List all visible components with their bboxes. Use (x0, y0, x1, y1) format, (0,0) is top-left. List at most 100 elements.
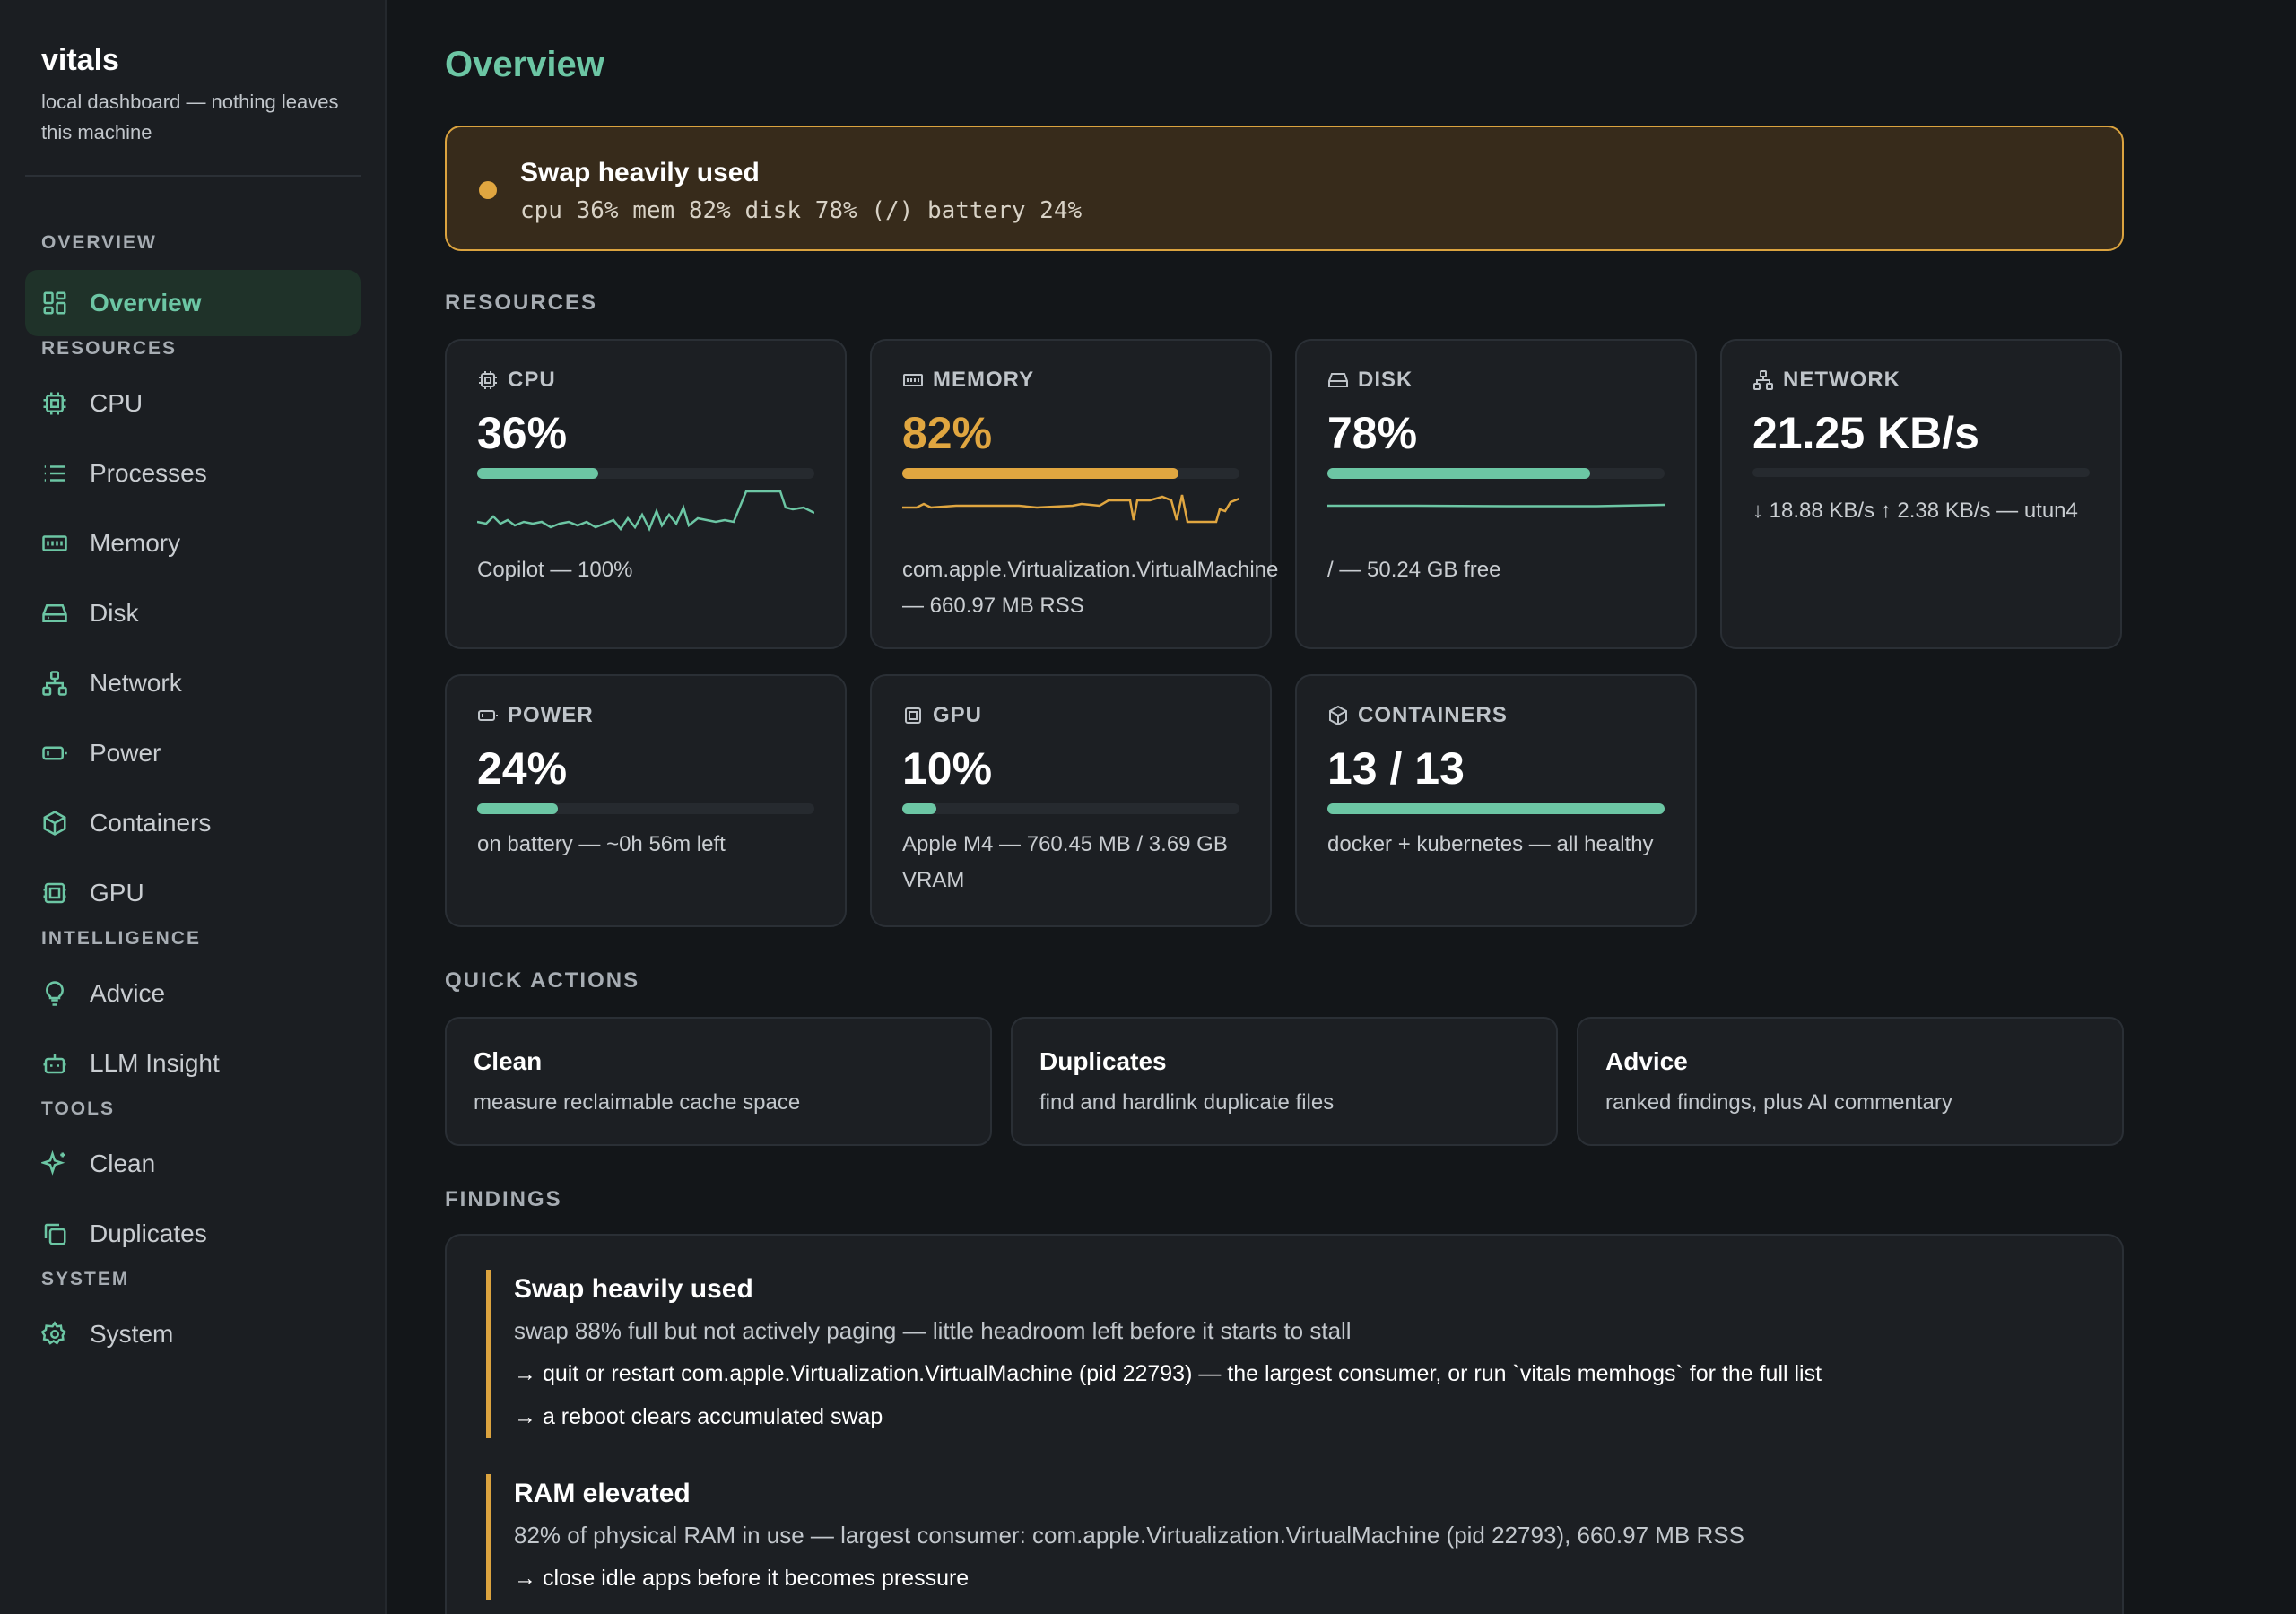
sidebar-item-label: Power (90, 739, 161, 767)
gear-icon (41, 1321, 68, 1348)
cpu-value: 36% (477, 408, 568, 458)
sidebar-item-overview[interactable]: Overview (25, 270, 361, 336)
list-icon (41, 460, 68, 487)
robot-icon (41, 1050, 68, 1077)
quick-action-duplicates[interactable]: Duplicates find and hardlink duplicate f… (1011, 1017, 1558, 1146)
card-header: GPU (902, 703, 982, 728)
power-level-bar (477, 803, 814, 814)
sidebar-item-cpu[interactable]: CPU (25, 370, 361, 437)
sidebar-item-label: LLM Insight (90, 1049, 220, 1077)
sidebar-item-disk[interactable]: Disk (25, 580, 361, 646)
quick-action-title: Advice (1605, 1047, 1688, 1075)
brand-title: vitals (41, 43, 119, 77)
battery-icon (41, 740, 68, 767)
sidebar-section-intelligence: INTELLIGENCE (41, 928, 202, 949)
sidebar-item-advice[interactable]: Advice (25, 960, 361, 1027)
sidebar-item-label: GPU (90, 879, 144, 907)
finding-desc: 82% of physical RAM in use — largest con… (514, 1522, 1744, 1549)
network-icon (1753, 370, 1773, 390)
gpu-card[interactable]: GPU 10% Apple M4 — 760.45 MB / 3.69 GB V… (870, 674, 1272, 927)
box-icon (1329, 705, 1347, 726)
card-title: GPU (933, 703, 983, 727)
alert-summary: cpu 36% mem 82% disk 78% (/) battery 24% (520, 197, 1083, 224)
alert-title: Swap heavily used (520, 158, 760, 187)
warning-dot-icon (479, 181, 497, 199)
sidebar-item-memory[interactable]: Memory (25, 510, 361, 577)
sidebar-item-label: Advice (90, 979, 166, 1007)
sidebar-item-processes[interactable]: Processes (25, 440, 361, 507)
page-title: Overview (445, 45, 604, 84)
sidebar-item-clean[interactable]: Clean (25, 1131, 361, 1197)
finding-action: → a reboot clears accumulated swap (514, 1404, 883, 1429)
power-card[interactable]: POWER 24% on battery — ~0h 56m left (445, 674, 847, 927)
cpu-usage-fill (477, 468, 599, 479)
gpu-value: 10% (902, 743, 993, 794)
finding-item: Swap heavily used swap 88% full but not … (486, 1270, 1822, 1438)
card-header: MEMORY (902, 368, 1034, 393)
brand-tagline: local dashboard — nothing leaves this ma… (41, 91, 339, 143)
sidebar-section-resources: RESOURCES (41, 338, 178, 359)
quick-action-desc: measure reclaimable cache space (474, 1090, 801, 1115)
quick-action-clean[interactable]: Clean measure reclaimable cache space (445, 1017, 992, 1146)
memory-icon (41, 530, 68, 557)
disk-icon (41, 600, 68, 627)
memory-note: com.apple.Virtualization.VirtualMachine … (902, 558, 1279, 618)
containers-value: 13 / 13 (1327, 743, 1465, 794)
card-title: MEMORY (933, 368, 1035, 392)
sidebar-section-system: SYSTEM (41, 1269, 130, 1289)
finding-action: → close idle apps before it becomes pres… (514, 1566, 970, 1591)
sidebar-item-llm-insight[interactable]: LLM Insight (25, 1030, 361, 1097)
disk-note: / — 50.24 GB free (1327, 558, 1501, 582)
quick-action-title: Clean (474, 1047, 543, 1075)
lightbulb-icon (41, 980, 68, 1007)
card-header: CONTAINERS (1327, 703, 1508, 728)
memory-value: 82% (902, 408, 993, 458)
sidebar-section-tools: TOOLS (41, 1098, 115, 1119)
findings-panel: Swap heavily used swap 88% full but not … (445, 1234, 2124, 1614)
section-label-resources: RESOURCES (445, 291, 598, 315)
containers-card[interactable]: CONTAINERS 13 / 13 docker + kubernetes —… (1295, 674, 1697, 927)
card-title: DISK (1358, 368, 1413, 392)
memory-icon (903, 374, 923, 386)
sidebar-item-containers[interactable]: Containers (25, 790, 361, 856)
cpu-icon (41, 390, 68, 417)
network-card[interactable]: NETWORK 21.25 KB/s ↓ 18.88 KB/s ↑ 2.38 K… (1720, 339, 2122, 649)
card-title: CPU (508, 368, 556, 392)
sidebar-item-label: Memory (90, 529, 181, 557)
quick-action-advice[interactable]: Advice ranked findings, plus AI commenta… (1577, 1017, 2124, 1146)
section-label-findings: FINDINGS (445, 1187, 562, 1211)
network-icon (41, 670, 68, 697)
sidebar-item-label: Processes (90, 459, 207, 487)
quick-action-desc: find and hardlink duplicate files (1039, 1090, 1335, 1115)
card-header: CPU (477, 368, 556, 393)
sidebar-item-duplicates[interactable]: Duplicates (25, 1201, 361, 1267)
gpu-usage-fill (902, 803, 936, 814)
gpu-icon (905, 707, 921, 724)
quick-action-title: Duplicates (1039, 1047, 1167, 1075)
network-value: 21.25 KB/s (1752, 408, 1979, 458)
sidebar-item-gpu[interactable]: GPU (25, 860, 361, 926)
sidebar-item-network[interactable]: Network (25, 650, 361, 716)
disk-sparkline (1327, 503, 1665, 508)
card-header: POWER (477, 703, 594, 728)
memory-usage-fill (902, 468, 1179, 479)
memory-card[interactable]: MEMORY 82% com.apple.Virtualization.Virt… (870, 339, 1278, 649)
cpu-sparkline (477, 490, 814, 533)
card-title: POWER (508, 703, 594, 727)
disk-icon (1328, 373, 1348, 387)
finding-title: RAM elevated (514, 1479, 691, 1508)
sidebar-item-power[interactable]: Power (25, 720, 361, 786)
finding-title: Swap heavily used (514, 1274, 753, 1304)
disk-usage-bar (1327, 468, 1665, 479)
cpu-note: Copilot — 100% (477, 558, 633, 582)
sidebar-item-system[interactable]: System (25, 1301, 361, 1367)
card-title: NETWORK (1783, 368, 1900, 392)
cpu-card[interactable]: CPU 36% Copilot — 100% (445, 339, 847, 649)
disk-card[interactable]: DISK 78% / — 50.24 GB free (1295, 339, 1697, 649)
containers-health-bar (1327, 803, 1665, 814)
power-value: 24% (477, 743, 568, 794)
containers-health-fill (1327, 803, 1665, 814)
sidebar-item-label: Duplicates (90, 1219, 207, 1247)
card-title: CONTAINERS (1358, 703, 1508, 727)
copy-icon (41, 1220, 68, 1247)
